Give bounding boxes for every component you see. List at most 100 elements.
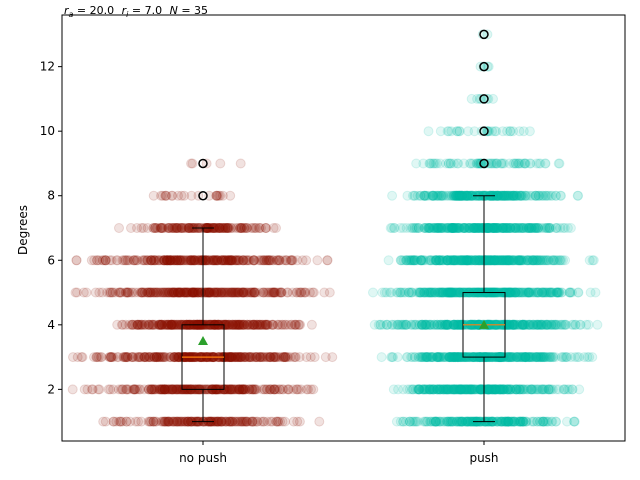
- data-point: [368, 287, 378, 298]
- data-point: [143, 287, 154, 298]
- data-point: [100, 255, 111, 266]
- data-point: [129, 384, 140, 395]
- data-point: [444, 352, 455, 363]
- data-point: [121, 416, 132, 427]
- data-point: [162, 416, 173, 427]
- data-point: [158, 287, 169, 298]
- data-point: [233, 384, 244, 395]
- data-point: [217, 416, 227, 427]
- data-point: [168, 416, 179, 427]
- data-point: [155, 384, 166, 395]
- data-point: [215, 416, 226, 427]
- data-point: [272, 416, 283, 427]
- data-point: [275, 416, 285, 427]
- data-point: [259, 384, 270, 395]
- data-point: [561, 352, 572, 363]
- data-point: [132, 384, 142, 395]
- data-point: [249, 384, 259, 395]
- data-point: [247, 384, 258, 395]
- data-point: [235, 416, 245, 427]
- data-point: [271, 416, 282, 427]
- data-point: [267, 416, 278, 427]
- data-point: [255, 319, 266, 330]
- data-point: [236, 416, 247, 427]
- data-point: [504, 287, 515, 298]
- data-point: [171, 384, 182, 395]
- data-point: [139, 384, 150, 395]
- data-point: [447, 190, 458, 201]
- data-point: [166, 384, 177, 395]
- data-point: [415, 319, 425, 330]
- data-point: [234, 384, 245, 395]
- data-point: [170, 416, 181, 427]
- data-point: [252, 416, 263, 427]
- data-point: [225, 384, 235, 395]
- data-point: [430, 158, 441, 169]
- data-point: [266, 352, 276, 363]
- data-point: [218, 416, 229, 427]
- data-point: [550, 319, 561, 330]
- data-point: [155, 223, 166, 233]
- data-point: [163, 384, 174, 395]
- data-point: [411, 158, 422, 169]
- data-point: [283, 384, 294, 395]
- data-point: [172, 416, 183, 427]
- data-point: [521, 190, 532, 201]
- y-tick-label: 10: [40, 124, 55, 138]
- data-point: [231, 384, 242, 395]
- data-point: [111, 416, 122, 427]
- data-point: [133, 416, 144, 427]
- data-point: [392, 319, 403, 330]
- data-point: [569, 416, 580, 427]
- data-point: [149, 319, 160, 330]
- data-point: [146, 384, 157, 395]
- data-point: [154, 384, 165, 395]
- data-point: [225, 384, 236, 395]
- data-point: [224, 416, 235, 427]
- data-point: [319, 287, 330, 298]
- data-point: [269, 384, 280, 395]
- data-point: [312, 255, 323, 266]
- data-point: [392, 352, 403, 363]
- data-point: [160, 190, 171, 201]
- data-point: [280, 255, 291, 266]
- data-point: [540, 223, 551, 233]
- data-point: [437, 287, 448, 298]
- data-point: [222, 223, 232, 233]
- y-tick-label: 8: [47, 189, 55, 203]
- data-point: [245, 416, 256, 427]
- data-point: [233, 255, 244, 266]
- data-point: [537, 384, 548, 395]
- data-point: [148, 416, 159, 427]
- data-point: [167, 384, 178, 395]
- data-point: [240, 416, 251, 427]
- data-point: [79, 384, 90, 395]
- data-point: [465, 255, 476, 266]
- data-point: [565, 287, 576, 298]
- data-point: [152, 352, 162, 363]
- data-point: [506, 416, 517, 427]
- data-point: [234, 384, 245, 395]
- data-point: [224, 416, 235, 427]
- data-point: [163, 416, 174, 427]
- data-point: [274, 384, 285, 395]
- data-point: [146, 384, 157, 395]
- data-point: [90, 287, 101, 298]
- data-point: [247, 384, 258, 395]
- data-point: [108, 416, 119, 427]
- data-point: [121, 384, 132, 395]
- data-point: [237, 384, 248, 395]
- data-point: [157, 416, 168, 427]
- data-point: [214, 416, 225, 427]
- data-point: [169, 416, 180, 427]
- y-axis-label: Degrees: [16, 205, 30, 255]
- data-point: [376, 352, 387, 363]
- data-point: [227, 416, 238, 427]
- data-point: [155, 384, 166, 395]
- data-point: [415, 287, 426, 298]
- data-point: [515, 384, 526, 395]
- data-point: [238, 384, 249, 395]
- data-point: [159, 416, 170, 427]
- data-point: [277, 416, 288, 427]
- data-point: [162, 416, 173, 427]
